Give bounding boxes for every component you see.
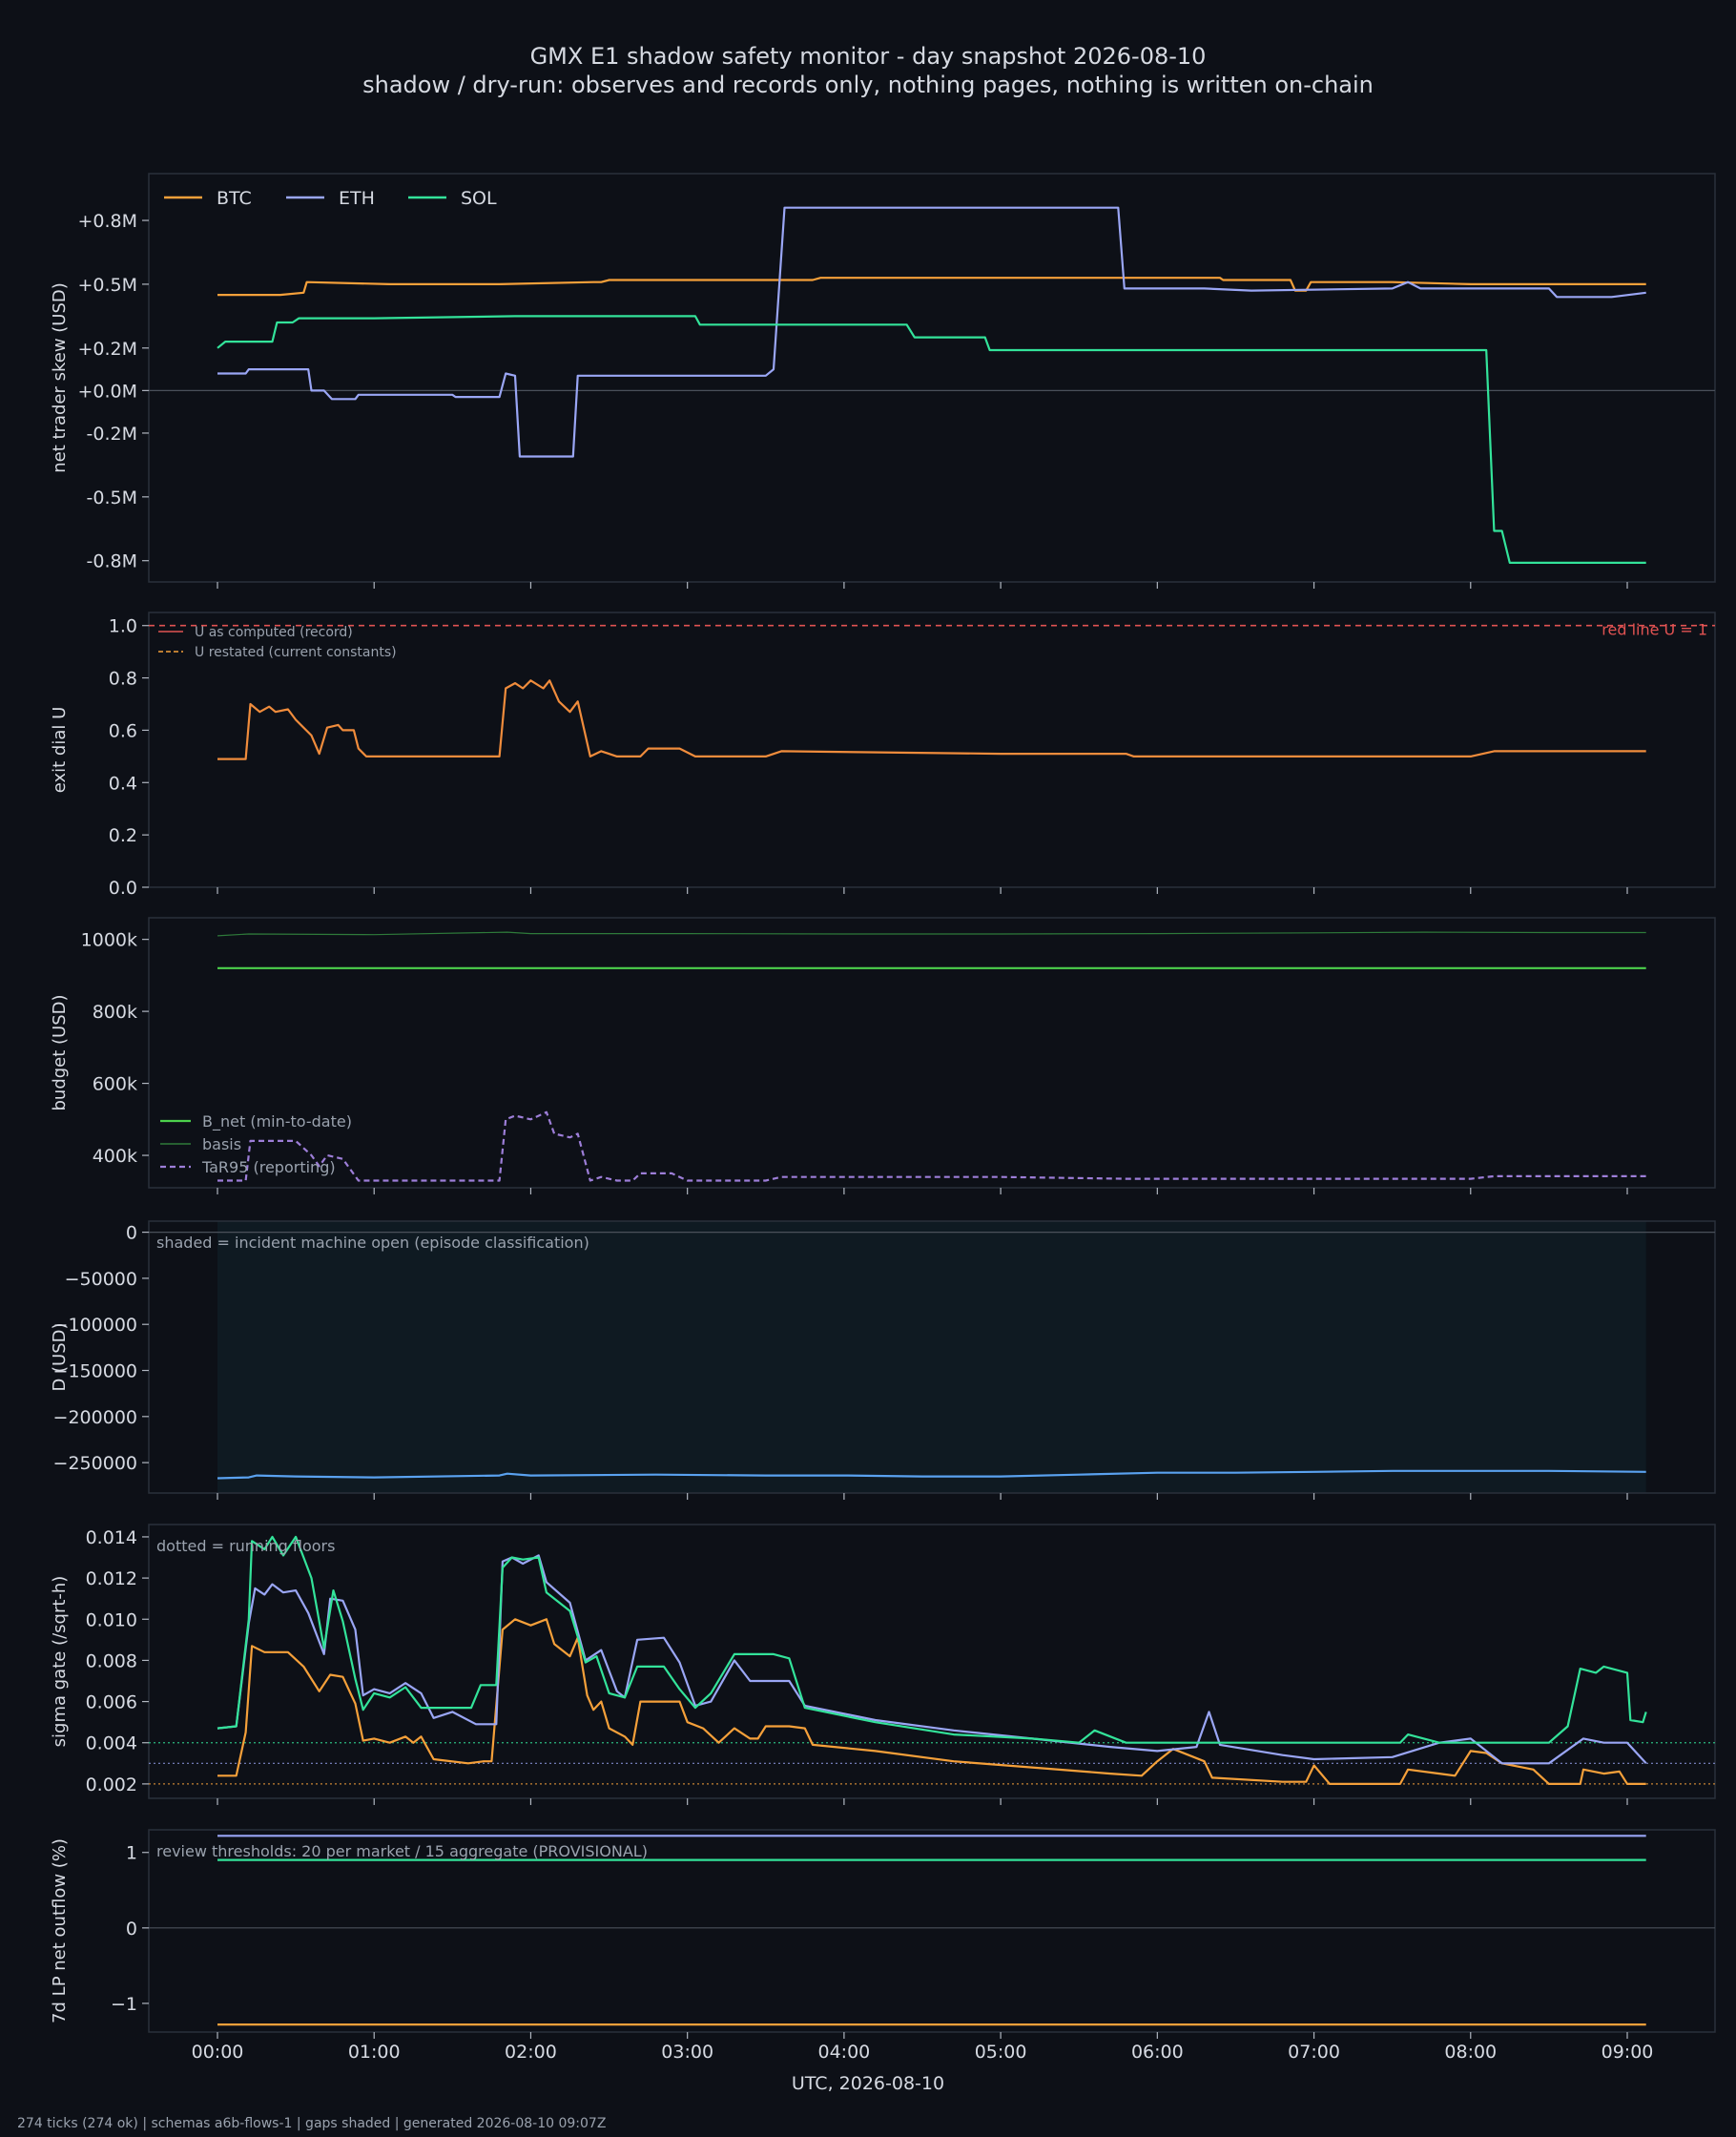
series-line-eth	[217, 1554, 1647, 1765]
chart-title: GMX E1 shadow safety monitor - day snaps…	[530, 43, 1207, 70]
legend-label: TaR95 (reporting)	[201, 1158, 336, 1176]
x-tick-label: 09:00	[1602, 2042, 1654, 2063]
y-tick-label: 0.8	[109, 669, 137, 690]
x-tick-label: 02:00	[505, 2042, 557, 2063]
y-axis-label: exit dial U	[50, 707, 70, 794]
y-tick-label: −150000	[53, 1361, 137, 1382]
panel-d_value: 0 −50000 −100000 −150000 −200000 −250000 D (US…	[50, 1220, 1716, 1500]
y-tick-label: 0.010	[86, 1609, 137, 1630]
x-tick-label: 01:00	[348, 2042, 401, 2063]
x-tick-label: 05:00	[975, 2042, 1027, 2063]
y-tick-label: 0	[126, 1919, 137, 1940]
y-tick-label: +0.5M	[77, 275, 137, 296]
y-tick-label: 0.004	[86, 1733, 137, 1754]
panel-frame	[148, 612, 1716, 888]
y-tick-label: 0.0	[109, 878, 137, 899]
y-tick-label: -0.8M	[87, 551, 137, 572]
panel-sigma: 0.002 0.004 0.006 0.008 0.010 0.012 0.014 sigma…	[50, 1524, 1716, 1805]
y-tick-label: 1	[126, 1843, 137, 1864]
y-tick-label: −200000	[53, 1407, 137, 1428]
series-line-btc	[217, 1618, 1646, 1785]
y-tick-label: 1.0	[109, 616, 137, 637]
series-line-d_value	[217, 1469, 1646, 1480]
chart-subtitle: shadow / dry-run: observes and records o…	[362, 72, 1374, 98]
y-tick-label: 0.6	[109, 720, 137, 741]
y-axis-label: 7d LP net outflow (%)	[50, 1838, 70, 2023]
x-tick-label: 00:00	[192, 2042, 244, 2063]
x-tick-label: 06:00	[1131, 2042, 1184, 2063]
y-axis-label: budget (USD)	[50, 994, 70, 1110]
y-tick-label: 0.002	[86, 1774, 137, 1795]
y-axis-label: D (USD)	[50, 1322, 70, 1391]
footer-text: 274 ticks (274 ok) | schemas a6b-flows-1…	[17, 2116, 606, 2131]
legend-label: U restated (current constants)	[195, 645, 397, 660]
y-tick-label: 600k	[93, 1074, 137, 1095]
y-tick-label: −100000	[53, 1315, 137, 1336]
y-tick-label: 0.006	[86, 1692, 137, 1713]
y-tick-label: −250000	[53, 1453, 137, 1474]
legend-label: B_net (min-to-date)	[202, 1112, 352, 1131]
y-tick-label: 0.008	[86, 1650, 137, 1671]
y-tick-label: 0.4	[109, 773, 137, 794]
y-axis-label: sigma gate (/sqrt-h)	[50, 1576, 70, 1748]
panels-group: +0.8M +0.5M +0.2M +0.0M -0.2M -0.5M -0.8M net t…	[50, 173, 1716, 2039]
legend-label: BTC	[217, 188, 252, 209]
y-tick-label: 1000k	[81, 930, 137, 951]
panel-u_dial: 0.0 0.2 0.4 0.6 0.8 1.0 exit dial U red line U …	[50, 612, 1716, 899]
panel-frame	[148, 917, 1716, 1189]
x-axis-label: UTC, 2026-08-10	[792, 2073, 944, 2094]
panel-annotation: review thresholds: 20 per market / 15 ag…	[156, 1842, 648, 1860]
incident-shaded-region	[217, 1221, 1646, 1493]
x-tick-label: 08:00	[1444, 2042, 1497, 2063]
y-tick-label: -0.2M	[87, 424, 137, 445]
panel-budget: 400k 600k 800k 1000k budget (USD) B_net (min-…	[50, 917, 1716, 1194]
y-tick-label: 400k	[93, 1146, 137, 1167]
x-tick-label: 03:00	[661, 2042, 713, 2063]
legend-label: basis	[202, 1135, 241, 1153]
y-tick-label: +0.2M	[77, 339, 137, 360]
series-line-btc	[217, 277, 1646, 297]
x-tick-label: 04:00	[818, 2042, 871, 2063]
panel-annotation: dotted = running floors	[156, 1537, 335, 1555]
panel-frame	[148, 1829, 1716, 2033]
panel-frame	[148, 1524, 1716, 1799]
panel-skew: +0.8M +0.5M +0.2M +0.0M -0.2M -0.5M -0.8M net t…	[50, 173, 1716, 589]
panel-frame	[148, 173, 1716, 583]
y-tick-label: +0.0M	[77, 381, 137, 402]
red-line-label: red line U = 1	[1602, 621, 1707, 639]
y-tick-label: 800k	[93, 1002, 137, 1023]
y-axis-label: net trader skew (USD)	[50, 282, 70, 473]
panel-frame	[148, 1220, 1716, 1494]
y-tick-label: −50000	[65, 1269, 137, 1290]
legend-label: U as computed (record)	[195, 625, 353, 640]
panel-lp_outflow: 1 0 −1 7d LP net outflow (%) review threshol…	[50, 1829, 1716, 2039]
y-tick-label: 0.014	[86, 1527, 137, 1548]
legend-label: SOL	[461, 188, 497, 209]
y-tick-label: 0	[126, 1223, 137, 1244]
panel-annotation: shaded = incident machine open (episode …	[156, 1234, 589, 1252]
y-tick-label: +0.8M	[77, 211, 137, 232]
y-tick-label: 0.012	[86, 1568, 137, 1589]
series-line-basis	[217, 931, 1646, 937]
x-tick-label: 07:00	[1288, 2042, 1340, 2063]
x-axis: 00:00 01:00 02:00 03:00 04:00 05:00 06:00 07:00…	[192, 2042, 1654, 2063]
y-tick-label: −1	[111, 1994, 137, 2015]
legend-label: ETH	[339, 188, 375, 209]
series-line-sol	[217, 1535, 1647, 1744]
y-tick-label: 0.2	[109, 825, 137, 846]
series-line-u_dial	[217, 679, 1646, 760]
series-line-eth	[217, 206, 1646, 458]
y-tick-label: -0.5M	[87, 488, 137, 508]
series-line-sol	[217, 315, 1646, 564]
series-line-tar95-reporting-	[217, 1110, 1646, 1182]
